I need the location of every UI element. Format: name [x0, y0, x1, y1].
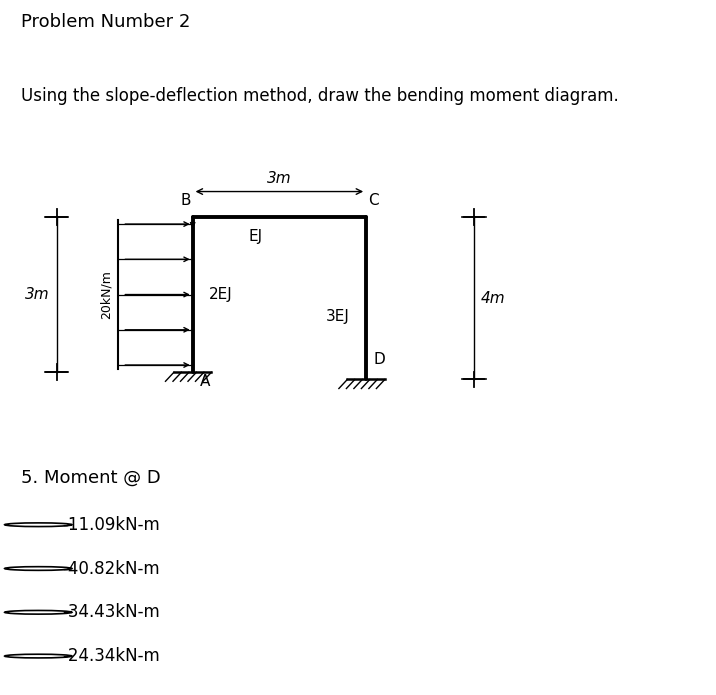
Text: B: B [180, 193, 191, 208]
Text: -40.82kN-m: -40.82kN-m [62, 559, 160, 578]
Text: A: A [200, 374, 210, 389]
Text: 5. Moment @ D: 5. Moment @ D [21, 468, 161, 486]
Text: -34.43kN-m: -34.43kN-m [62, 603, 160, 621]
Text: -11.09kN-m: -11.09kN-m [62, 516, 160, 534]
Text: 3m: 3m [25, 287, 49, 302]
Text: 4m: 4m [481, 291, 505, 306]
Text: C: C [368, 193, 379, 208]
Text: Problem Number 2: Problem Number 2 [21, 13, 191, 31]
Text: 3m: 3m [267, 171, 291, 186]
Text: EJ: EJ [249, 229, 263, 245]
Text: Using the slope-deflection method, draw the bending moment diagram.: Using the slope-deflection method, draw … [21, 87, 619, 105]
Text: 3EJ: 3EJ [326, 309, 349, 324]
Text: 2EJ: 2EJ [209, 287, 233, 302]
Text: -24.34kN-m: -24.34kN-m [62, 647, 160, 665]
Text: 20kN/m: 20kN/m [100, 270, 112, 319]
Text: D: D [373, 352, 385, 367]
